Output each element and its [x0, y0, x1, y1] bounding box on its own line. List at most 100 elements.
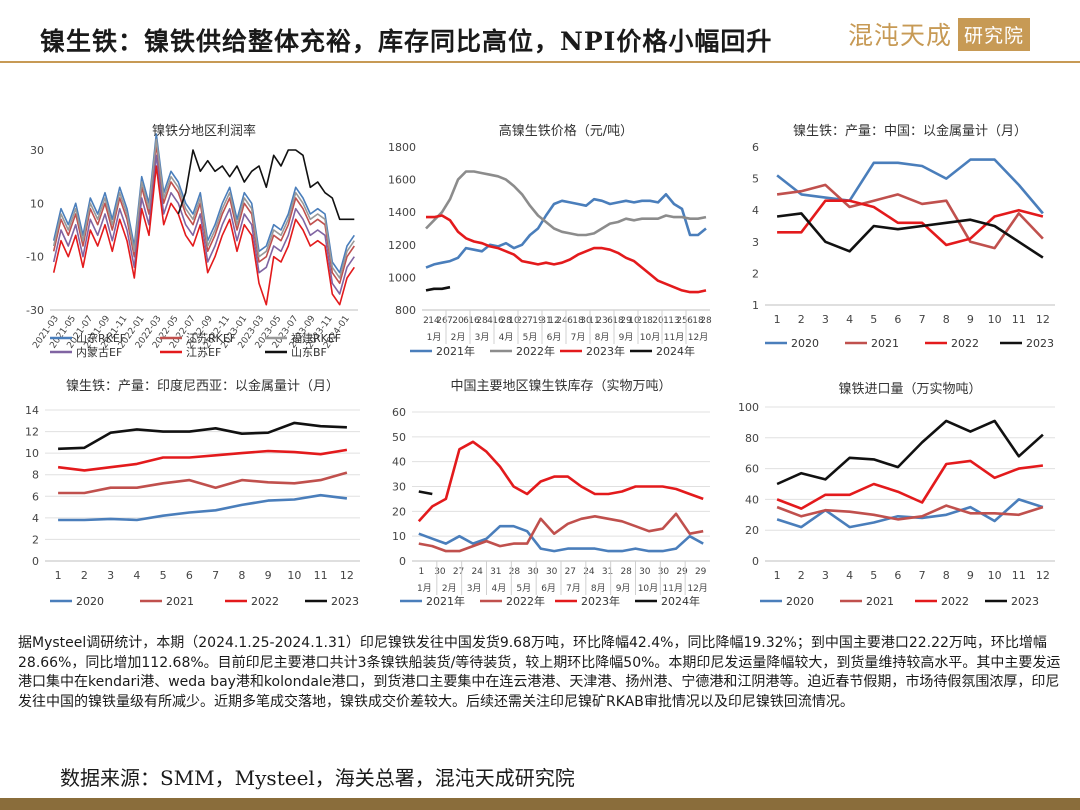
x-tick-label: 11 — [1012, 569, 1026, 582]
x-tick-label: 20 — [652, 316, 664, 326]
y-tick-label: 10 — [30, 197, 44, 210]
series-line-2024 — [425, 285, 451, 292]
x-group-label: 12月 — [688, 332, 708, 343]
x-tick-label: 12 — [548, 316, 559, 326]
footer-bar — [0, 798, 1080, 810]
y-tick-label: 0 — [752, 555, 759, 568]
x-tick-label: 18 — [692, 316, 704, 326]
x-tick-label: 9 — [265, 569, 272, 582]
legend-label: 2021年 — [426, 594, 465, 608]
y-tick-label: 40 — [745, 493, 759, 506]
series-line-2020 — [58, 493, 348, 522]
x-tick-label: 8 — [943, 569, 950, 582]
legend-label: 福建RKEF — [291, 331, 341, 345]
x-tick-label: 9 — [967, 313, 974, 326]
x-tick-label: 24 — [583, 567, 595, 577]
series-line-2022 — [425, 170, 707, 237]
x-tick-label: 1 — [774, 569, 781, 582]
x-tick-label: 9 — [967, 569, 974, 582]
legend-label: 2023年 — [581, 594, 620, 608]
x-tick-label: 5 — [870, 313, 877, 326]
x-tick-label: 4 — [846, 313, 853, 326]
y-tick-label: 60 — [745, 463, 759, 476]
x-group-label: 11月 — [663, 583, 683, 594]
legend-label: 2020 — [76, 595, 104, 608]
x-tick-label: 28 — [620, 567, 632, 577]
x-group-label: 5月 — [523, 332, 538, 343]
x-tick-label: 21 — [636, 316, 647, 326]
x-group-label: 6月 — [541, 583, 556, 594]
x-tick-label: 10 — [508, 316, 520, 326]
series-line-2024 — [418, 490, 433, 496]
chart-title: 中国主要地区镍生铁库存（实物万吨） — [450, 378, 671, 394]
legend-label: 山东BF — [291, 346, 327, 359]
x-tick-label: 7 — [447, 316, 453, 326]
legend-label: 2021 — [866, 595, 894, 608]
x-tick-label: 27 — [565, 567, 576, 577]
y-tick-label: 1400 — [388, 206, 416, 219]
legend-label: 山东RKEF — [76, 332, 126, 345]
x-tick-label: 7 — [212, 569, 219, 582]
x-tick-label: 8 — [238, 569, 245, 582]
y-tick-label: 20 — [745, 524, 759, 537]
x-tick-label: 13 — [668, 316, 679, 326]
series-line-rkef — [52, 133, 355, 274]
y-tick-label: 2 — [32, 533, 39, 546]
x-tick-label: 24 — [556, 316, 568, 326]
series-line-2021 — [425, 193, 707, 269]
x-group-label: 3月 — [475, 332, 490, 343]
x-tick-label: 6 — [687, 316, 693, 326]
x-tick-label: 28 — [500, 316, 512, 326]
series-line-2022 — [418, 512, 704, 553]
x-tick-label: 6 — [894, 313, 901, 326]
source-note: 数据来源：SMM，Mysteel，海关总署，混沌天成研究院 — [60, 766, 575, 790]
series-line-2021 — [776, 183, 1044, 250]
legend-label: 2022 — [251, 595, 279, 608]
y-tick-label: 1 — [752, 299, 759, 312]
x-tick-label: 29 — [695, 567, 707, 577]
x-tick-label: 14 — [428, 316, 440, 326]
y-tick-label: 2 — [752, 267, 759, 280]
brand-logo: 混沌天成 研究院 — [848, 16, 1031, 52]
legend-label: 2020 — [786, 595, 814, 608]
x-tick-label: 2 — [81, 569, 88, 582]
x-tick-label: 24 — [471, 567, 483, 577]
x-tick-label: 7 — [527, 316, 533, 326]
y-tick-label: 0 — [32, 555, 39, 568]
legend-label: 2024年 — [656, 344, 695, 358]
x-tick-label: 6 — [186, 569, 193, 582]
x-tick-label: 4 — [487, 316, 493, 326]
y-tick-label: 800 — [395, 304, 416, 317]
x-group-label: 1月 — [417, 583, 432, 594]
x-tick-label: 29 — [676, 567, 688, 577]
x-group-label: 9月 — [619, 332, 634, 343]
x-group-label: 8月 — [591, 583, 606, 594]
x-tick-label: 30 — [527, 567, 539, 577]
legend-label: 2024年 — [661, 594, 700, 608]
x-tick-label: 20 — [452, 316, 464, 326]
x-tick-label: 25 — [676, 316, 687, 326]
legend-label: 2023 — [1011, 595, 1039, 608]
x-group-label: 6月 — [547, 332, 562, 343]
legend-label: 2021 — [166, 595, 194, 608]
x-tick-label: 12 — [1036, 569, 1050, 582]
x-tick-label: 1 — [663, 316, 669, 326]
header-divider — [0, 61, 1080, 63]
y-tick-label: 12 — [25, 426, 39, 439]
series-line-2023 — [426, 214, 707, 294]
legend-label: 2022年 — [506, 594, 545, 608]
series-line-ef — [52, 165, 355, 306]
x-tick-label: 2 — [423, 316, 429, 326]
page-title: 镍生铁：镍铁供给整体充裕，库存同比高位，NPI价格小幅回升 — [40, 27, 773, 56]
x-tick-label: 18 — [612, 316, 624, 326]
legend-label: 2022 — [941, 595, 969, 608]
x-tick-label: 11 — [588, 316, 599, 326]
x-tick-label: 30 — [639, 567, 651, 577]
y-tick-label: 5 — [752, 173, 759, 186]
x-tick-label: 26 — [436, 316, 448, 326]
x-tick-label: 6 — [894, 569, 901, 582]
y-tick-label: -10 — [26, 251, 44, 264]
x-tick-label: 28 — [476, 316, 488, 326]
series-line-bf — [177, 149, 355, 221]
